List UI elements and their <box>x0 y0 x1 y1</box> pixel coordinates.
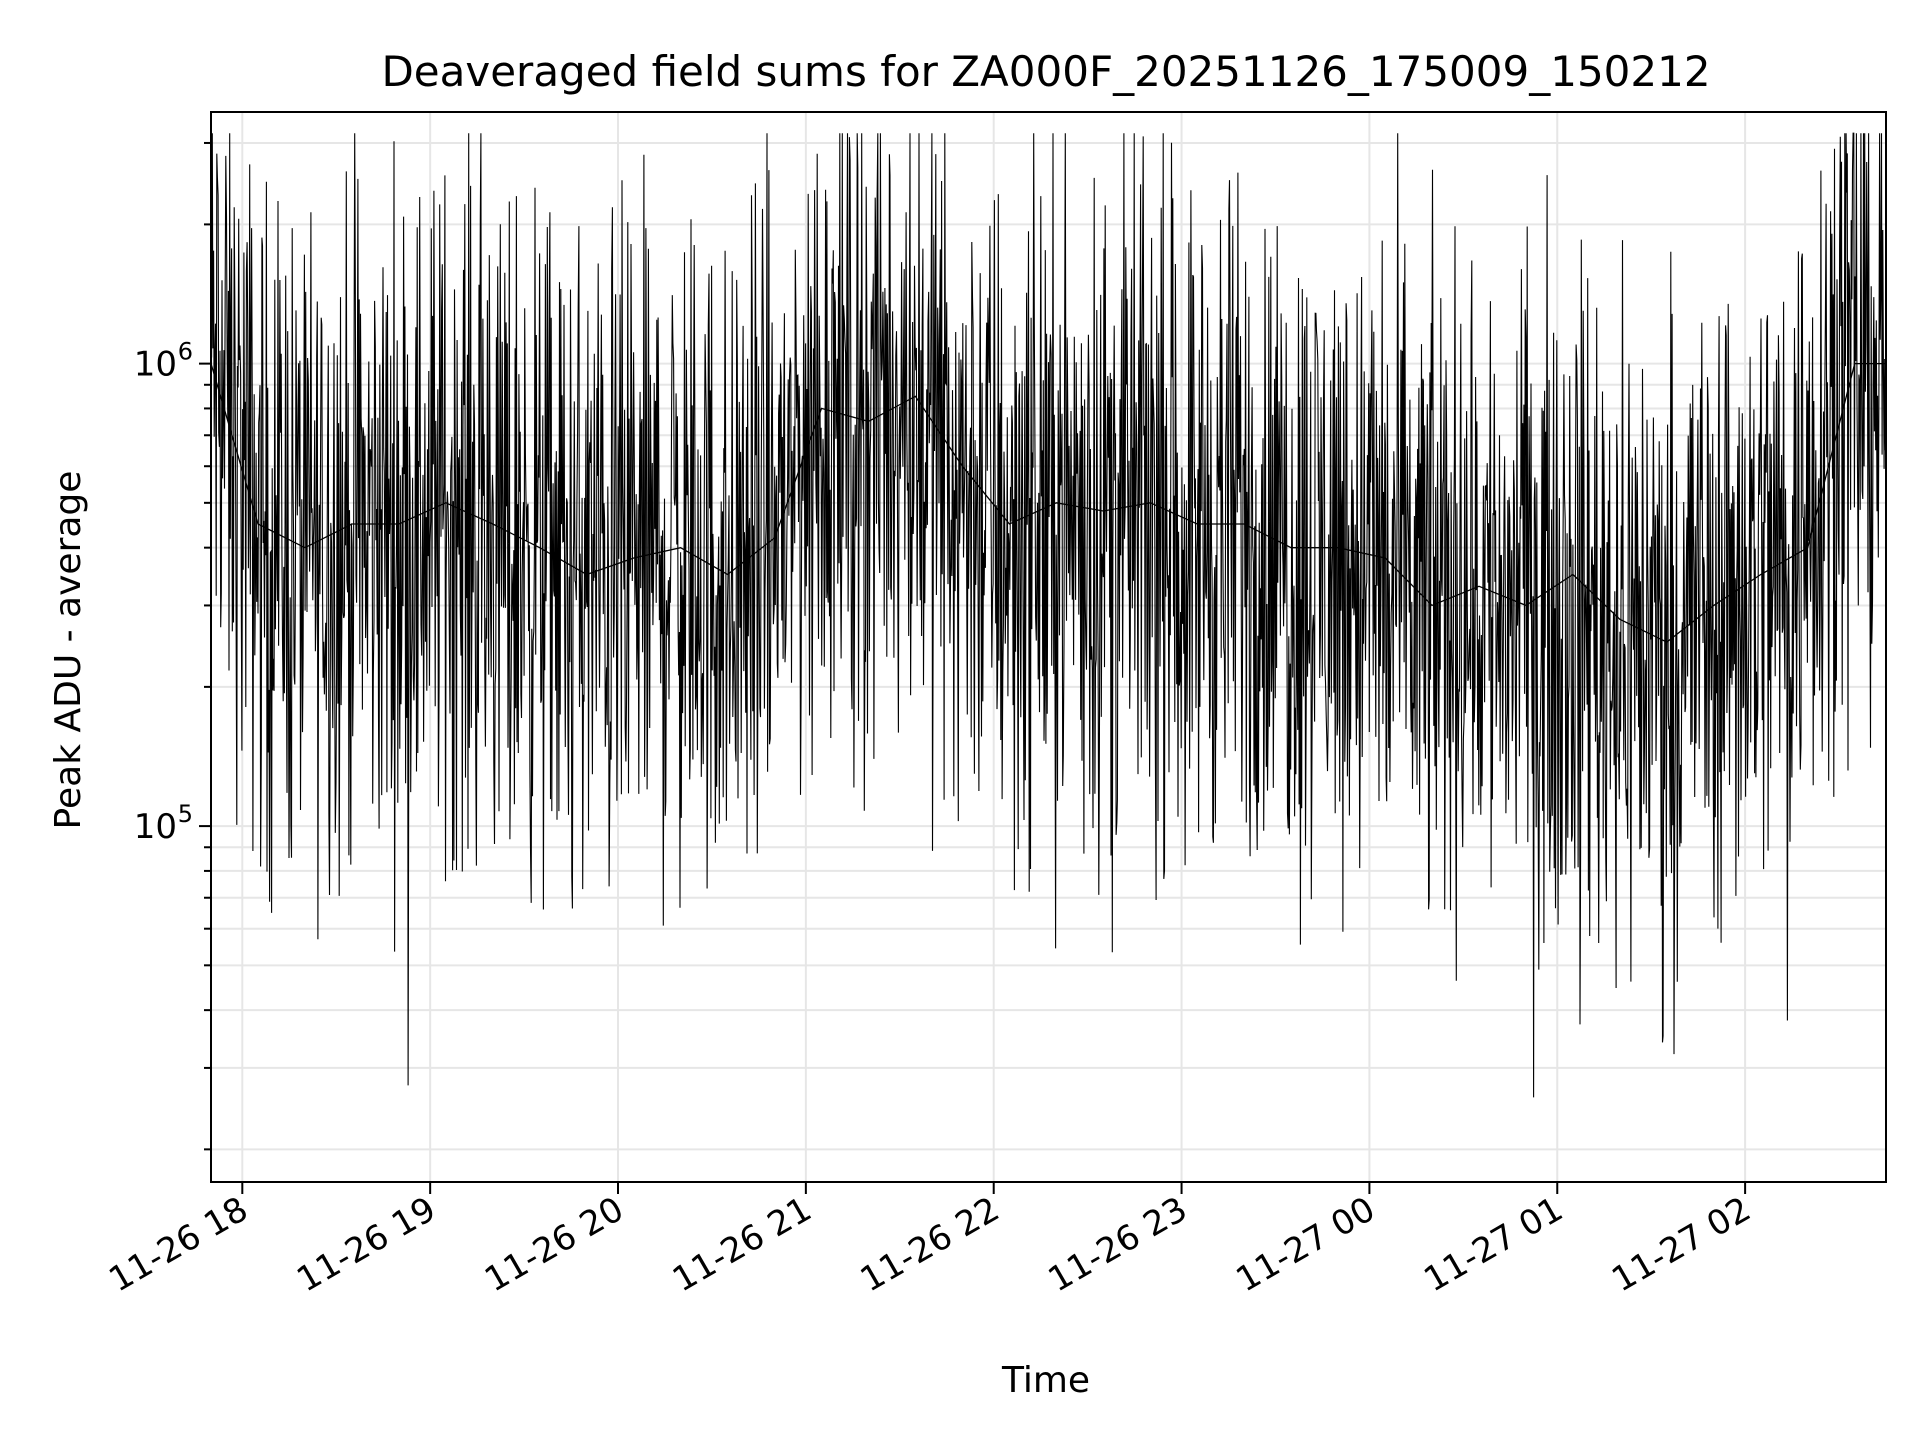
y-tick-base: 10 <box>134 807 177 847</box>
series-line-detail <box>210 132 1887 1098</box>
chart-title: Deaveraged field sums for ZA000F_2025112… <box>381 47 1710 96</box>
y-axis-label: Peak ADU - average <box>48 471 89 830</box>
y-tick-label: 610 <box>134 338 193 385</box>
y-tick-label: 510 <box>134 800 193 847</box>
x-axis-label: Time <box>1001 1360 1090 1401</box>
plot-frame <box>210 111 1887 1183</box>
y-tick-base: 10 <box>134 345 177 385</box>
y-tick-exponent: 5 <box>178 800 193 828</box>
y-tick-exponent: 6 <box>178 338 193 366</box>
series-line-group <box>210 132 1887 1098</box>
